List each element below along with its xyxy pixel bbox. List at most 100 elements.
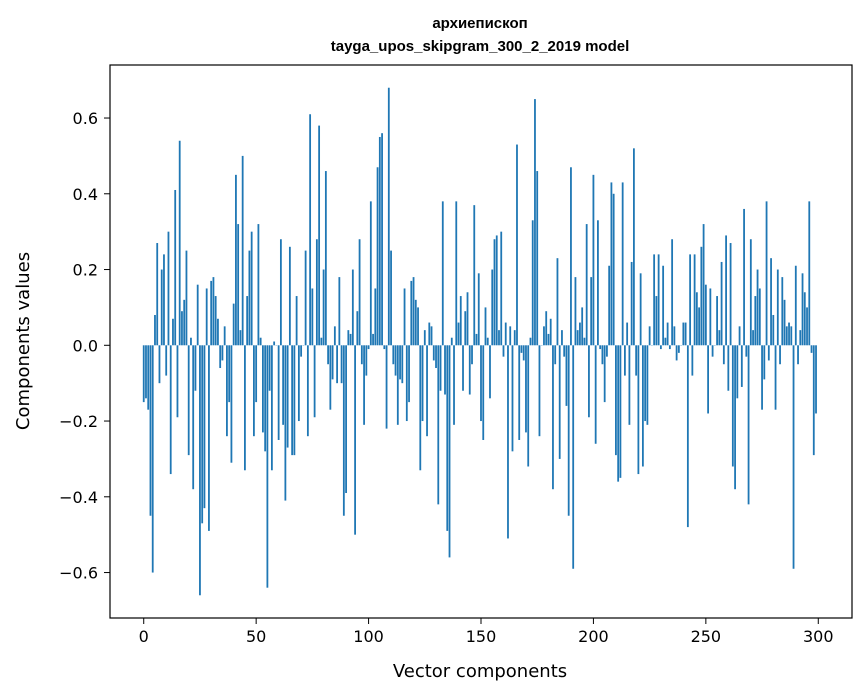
bar-286	[785, 326, 788, 346]
chart-title: архиепископ	[432, 15, 527, 32]
bar-93	[351, 269, 354, 346]
bar-291	[797, 345, 799, 365]
bar-192	[574, 277, 577, 346]
bar-293	[801, 273, 804, 346]
bar-103	[374, 288, 377, 346]
bar-105	[378, 136, 381, 346]
bar-40	[232, 303, 235, 346]
bar-224	[646, 345, 649, 425]
bar-260	[727, 345, 730, 391]
bar-205	[603, 345, 606, 403]
bar-235	[671, 239, 674, 346]
bar-141	[459, 296, 462, 346]
bar-149	[477, 273, 480, 346]
bar-79	[320, 337, 323, 346]
bar-108	[385, 345, 388, 429]
bar-193	[576, 330, 579, 346]
bar-290	[794, 265, 797, 346]
bar-155	[491, 269, 494, 346]
bar-295	[806, 307, 808, 346]
bar-30	[210, 280, 213, 346]
bar-29	[208, 345, 210, 531]
x-tick-label: 50	[246, 627, 266, 646]
bar-107	[383, 345, 386, 350]
bar-23	[194, 345, 197, 391]
bar-237	[675, 345, 678, 361]
bar-156	[493, 239, 496, 346]
bar-179	[545, 311, 548, 346]
bar-66	[291, 345, 294, 456]
bar-68	[295, 296, 298, 346]
bar-267	[743, 208, 745, 346]
bar-245	[693, 254, 696, 346]
bar-70	[300, 345, 303, 357]
bar-39	[230, 345, 233, 463]
bar-24	[196, 284, 199, 346]
bar-124	[421, 345, 424, 422]
bar-269	[747, 345, 750, 505]
bar-5	[154, 314, 156, 346]
bar-281	[774, 345, 777, 410]
bar-78	[318, 125, 321, 346]
bar-221	[639, 273, 642, 346]
bar-41	[235, 174, 237, 346]
bar-246	[695, 292, 698, 346]
bar-67	[293, 345, 296, 456]
bar-299	[815, 345, 817, 414]
bar-81	[324, 171, 327, 346]
bar-232	[664, 337, 667, 346]
bar-218	[633, 148, 635, 346]
x-tick-label: 150	[466, 627, 497, 646]
chart-subtitle: tayga_upos_skipgram_300_2_2019 model	[331, 38, 630, 55]
bar-157	[495, 235, 498, 346]
bar-223	[644, 345, 647, 422]
bar-215	[626, 322, 629, 346]
bar-229	[657, 254, 660, 346]
bar-54	[264, 345, 267, 452]
bar-264	[736, 345, 739, 399]
bar-231	[662, 265, 665, 346]
bar-98	[363, 345, 365, 425]
bar-9	[163, 254, 165, 346]
bar-117	[405, 345, 408, 422]
bar-296	[808, 201, 811, 346]
bar-115	[401, 345, 404, 384]
bar-26	[201, 345, 204, 524]
x-tick-label: 300	[803, 627, 834, 646]
x-tick-label: 200	[578, 627, 609, 646]
bar-120	[412, 277, 415, 346]
bar-168	[520, 345, 523, 353]
bar-180	[547, 333, 550, 346]
bar-34	[219, 345, 222, 369]
bar-176	[538, 345, 541, 437]
bar-102	[372, 333, 374, 346]
bar-1	[145, 345, 147, 399]
bar-247	[698, 307, 700, 346]
y-tick-label: 0.6	[73, 109, 98, 128]
bar-72	[304, 250, 307, 346]
bar-244	[691, 345, 694, 376]
bar-275	[761, 345, 763, 410]
bar-216	[628, 345, 631, 425]
bar-37	[226, 345, 228, 437]
bar-55	[266, 345, 269, 588]
bar-150	[480, 345, 482, 422]
bar-92	[349, 333, 352, 346]
bar-238	[677, 345, 680, 353]
bar-272	[754, 296, 757, 346]
bar-85	[333, 326, 336, 346]
bar-278	[767, 345, 770, 361]
bar-31	[212, 277, 215, 346]
bar-142	[462, 345, 464, 391]
bar-2	[147, 345, 150, 410]
bar-46	[246, 296, 249, 346]
bar-56	[268, 345, 271, 391]
bar-86	[336, 345, 338, 384]
bar-7	[158, 345, 161, 384]
bar-153	[486, 337, 489, 346]
bars-group	[142, 87, 817, 596]
bar-50	[255, 345, 258, 403]
bar-69	[297, 345, 300, 422]
bar-213	[621, 182, 624, 346]
x-tick-label: 250	[691, 627, 722, 646]
